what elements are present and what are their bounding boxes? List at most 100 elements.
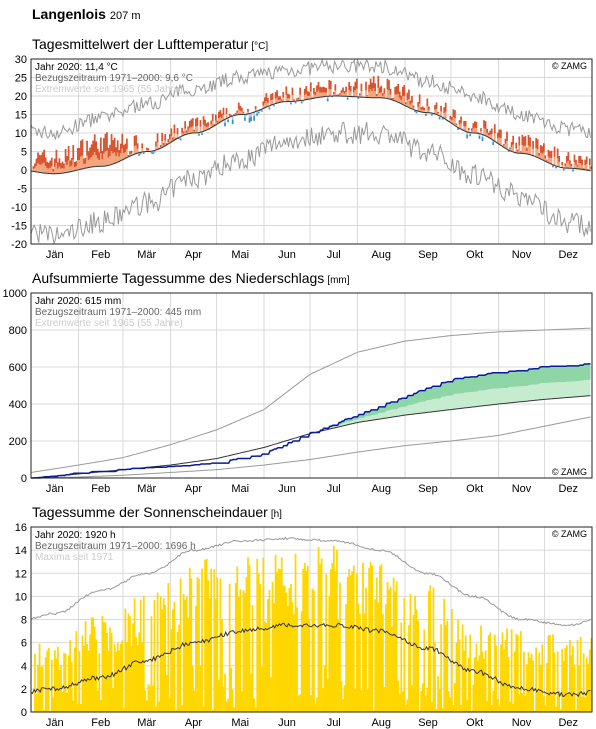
temp-day-bar [342, 92, 344, 97]
sunshine-day-bar [380, 564, 383, 712]
sunshine-day-bar [553, 652, 556, 712]
sunshine-day-bar [69, 640, 72, 712]
temp-day-bar-strong [199, 120, 202, 127]
temp-day-bar-strong [389, 89, 392, 95]
temp-day-bar-strong [334, 84, 337, 91]
sunshine-day-bar [89, 634, 92, 712]
x-tick-label: Okt [466, 717, 483, 729]
temp-day-bar-strong [480, 128, 482, 132]
sunshine-day-bar [83, 645, 85, 712]
temp-day-bar-strong [170, 128, 173, 137]
sunshine-day-bar [323, 665, 326, 712]
temp-day-bar [285, 94, 288, 102]
sunshine-day-bar [483, 658, 485, 712]
temp-day-bar-strong [230, 114, 232, 116]
y-tick-label: -20 [11, 239, 27, 251]
temp-day-bar [274, 98, 277, 104]
temp-day-bar-strong [115, 147, 118, 156]
y-tick-label: 4 [21, 661, 27, 673]
sunshine-day-bar [276, 572, 279, 712]
temp-day-bar [202, 124, 205, 132]
legend-entry: Extremwerte seit 1965 (55 Jahre) [35, 318, 183, 329]
temp-day-bar [124, 151, 127, 159]
temp-day-bar-strong [391, 97, 393, 99]
x-tick-label: Okt [466, 249, 483, 261]
temp-day-bar [126, 149, 128, 159]
temp-day-bar-strong [325, 88, 328, 93]
temp-day-bar-strong [172, 137, 174, 140]
temp-day-bar-strong [322, 86, 324, 93]
temp-day-bar-strong [357, 97, 360, 99]
temp-day-bar-strong [527, 134, 530, 146]
y-tick-label: 2 [21, 684, 27, 696]
temp-day-bar-strong [320, 87, 323, 93]
temp-day-bar [152, 151, 154, 153]
temp-day-bar-strong [409, 100, 412, 105]
temp-day-bar [308, 95, 311, 100]
legend-entry: Bezugszeitraum 1971–2000: 9,6 °C [35, 73, 193, 84]
temp-day-bar [179, 137, 182, 139]
temp-day-bar [323, 92, 326, 97]
temp-day-bar [320, 92, 323, 98]
temp-day-bar-strong [273, 105, 275, 107]
sunshine-day-bar [458, 639, 461, 712]
x-tick-label: Apr [185, 249, 202, 261]
temp-day-bar [532, 148, 534, 156]
sunshine-day-bar [242, 590, 245, 712]
temp-day-bar [498, 137, 501, 144]
temp-day-bar-strong [382, 93, 384, 96]
temp-day-bar [435, 108, 438, 115]
sunshine-day-bar [334, 571, 337, 712]
sunshine-day-bar [44, 657, 47, 712]
temp-day-bar-strong [386, 78, 389, 90]
sunshine-day-bar [282, 585, 285, 712]
sunshine-day-bar [573, 664, 576, 712]
sunshine-day-bar [584, 697, 587, 712]
temp-day-bar [521, 145, 524, 154]
temp-day-bar-strong [487, 132, 490, 136]
temp-day-bar-strong [185, 130, 188, 133]
temp-day-bar [262, 105, 265, 109]
temp-day-bar [153, 150, 156, 152]
temp-day-bar-strong [510, 142, 513, 148]
sunshine-day-bar [211, 709, 214, 712]
sunshine-day-bar [355, 573, 358, 712]
temp-day-bar-strong [139, 153, 142, 155]
temp-day-bar-strong [372, 76, 375, 89]
temp-day-bar [44, 166, 47, 174]
temp-day-bar [121, 148, 124, 161]
sunshine-day-bar [70, 661, 73, 712]
temp-day-bar-strong [588, 158, 591, 166]
temp-day-bar [569, 164, 571, 169]
temp-day-bar [288, 98, 291, 102]
temp-day-bar-strong [299, 87, 301, 95]
sunshine-day-bar [73, 647, 76, 712]
temp-day-bar-strong [80, 140, 82, 157]
temp-day-bar-strong [81, 139, 84, 156]
temp-day-bar-strong [486, 128, 488, 133]
sunshine-day-bar [159, 596, 162, 712]
sunshine-day-bar [96, 690, 99, 712]
temp-day-bar-strong [285, 86, 288, 95]
sunshine-day-bar [135, 637, 138, 712]
sunshine-day-bar [489, 632, 492, 712]
legend-entry: Bezugszeitraum 1971–2000: 1696 h [35, 541, 196, 552]
sunshine-day-bar [386, 582, 389, 712]
temp-day-bar-strong [187, 126, 190, 131]
sunshine-day-bar [429, 585, 432, 712]
temp-day-bar-strong [332, 91, 335, 95]
temp-day-bar-strong [89, 147, 91, 159]
temp-day-bar-strong [211, 113, 214, 122]
sunshine-day-bar [256, 558, 259, 712]
temp-day-bar [248, 113, 251, 118]
sunshine-day-bar [47, 647, 50, 712]
temp-day-bar [188, 127, 191, 134]
y-tick-label: 600 [9, 362, 27, 374]
temp-day-bar [231, 116, 234, 120]
x-tick-label: Mär [137, 483, 156, 495]
temp-day-bar [40, 164, 42, 173]
temp-day-bar-strong [37, 152, 39, 164]
sunshine-day-bar [210, 568, 213, 712]
temp-day-bar [80, 156, 82, 170]
